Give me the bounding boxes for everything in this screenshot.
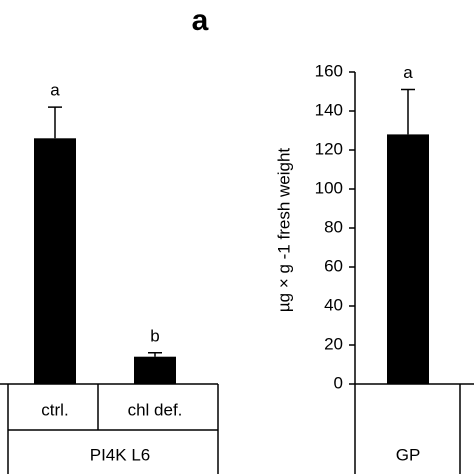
y-tick-label: 60: [324, 256, 343, 275]
y-tick-label: 140: [315, 100, 343, 119]
significance-letter: a: [50, 81, 60, 100]
error-bar: [148, 352, 162, 357]
y-tick-label: 0: [334, 373, 343, 392]
y-tick-label: 160: [315, 61, 343, 80]
chart-title: a: [192, 4, 209, 37]
x-tick-label: GP: [396, 445, 421, 464]
x-tick-label: ctrl.: [41, 400, 68, 419]
bar: [134, 356, 176, 384]
significance-letter: a: [403, 63, 413, 82]
x-tick-label: chl def.: [128, 400, 183, 419]
bar: [34, 138, 76, 384]
y-tick-label: 80: [324, 217, 343, 236]
error-bar: [401, 88, 415, 135]
y-tick-label: 120: [315, 139, 343, 158]
bar: [387, 134, 429, 384]
significance-letter: b: [150, 326, 159, 345]
axis-frame: [0, 72, 474, 474]
y-tick-label: 100: [315, 178, 343, 197]
y-tick-label: 20: [324, 334, 343, 353]
group-label: PI4K L6: [90, 445, 151, 464]
y-axis-label: µg × g -1 fresh weight: [274, 148, 293, 313]
error-bar: [48, 106, 62, 139]
y-tick-label: 40: [324, 295, 343, 314]
